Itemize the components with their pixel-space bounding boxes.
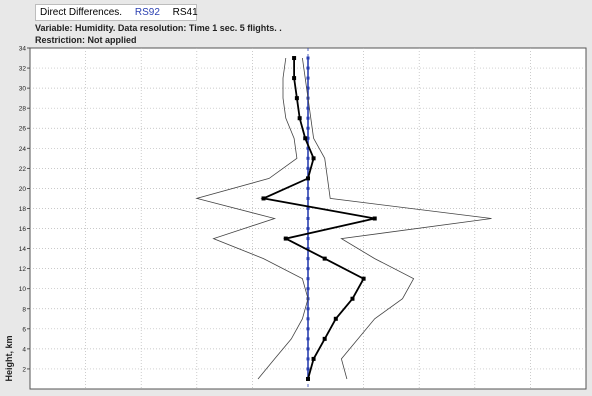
rs92-marker bbox=[306, 317, 310, 321]
rs41-marker bbox=[303, 136, 308, 141]
rs41-marker bbox=[294, 96, 299, 101]
rs92-marker bbox=[306, 277, 310, 281]
rs92-marker bbox=[306, 76, 310, 80]
rs92-marker bbox=[306, 327, 310, 331]
rs92-marker bbox=[306, 247, 310, 251]
rs92-marker bbox=[306, 217, 310, 220]
rs92-marker bbox=[306, 116, 310, 120]
rs41-marker bbox=[283, 236, 288, 241]
rs41-marker bbox=[306, 176, 310, 181]
rs92-marker bbox=[306, 307, 310, 311]
rs92-marker bbox=[306, 166, 310, 170]
y-tick-label: 26 bbox=[19, 126, 27, 133]
rs41-marker bbox=[292, 56, 297, 61]
rs92-marker bbox=[306, 146, 310, 150]
y-tick-label: 18 bbox=[19, 206, 27, 213]
rs92-marker bbox=[306, 347, 310, 351]
envelope-right-line bbox=[302, 57, 492, 380]
rs41-marker bbox=[297, 116, 302, 121]
rs41-marker bbox=[350, 296, 355, 301]
y-tick-label: 12 bbox=[19, 266, 27, 273]
rs92-marker bbox=[306, 66, 310, 70]
rs92-marker bbox=[306, 257, 310, 261]
rs41-marker bbox=[333, 316, 338, 321]
legend-series-b: RS41 bbox=[172, 7, 198, 18]
rs41-marker bbox=[322, 336, 327, 341]
rs92-marker bbox=[306, 126, 310, 130]
y-axis-label: Height, km bbox=[4, 335, 14, 381]
legend: Direct Differences. RS92 RS41 bbox=[35, 4, 198, 21]
rs41-marker bbox=[372, 216, 377, 221]
y-tick-label: 2 bbox=[22, 366, 26, 373]
y-tick-label: 28 bbox=[19, 106, 27, 113]
y-tick-label: 4 bbox=[22, 346, 26, 353]
rs92-marker bbox=[306, 206, 310, 210]
y-tick-label: 8 bbox=[22, 306, 26, 313]
y-tick-label: 24 bbox=[19, 146, 27, 153]
rs92-marker bbox=[306, 287, 310, 291]
rs41-marker bbox=[311, 356, 316, 361]
rs41-marker bbox=[261, 196, 266, 201]
rs41-marker bbox=[292, 76, 297, 81]
rs92-marker bbox=[306, 106, 310, 110]
rs41-marker bbox=[306, 376, 310, 381]
variable-info: Variable: Humidity. Data resolution: Tim… bbox=[35, 23, 282, 33]
y-tick-label: 34 bbox=[19, 46, 27, 53]
envelope-left-line bbox=[195, 57, 309, 380]
rs92-marker bbox=[306, 357, 310, 361]
y-tick-label: 20 bbox=[19, 186, 27, 193]
y-tick-label: 6 bbox=[22, 326, 26, 333]
rs92-marker bbox=[306, 86, 310, 90]
rs92-marker bbox=[306, 367, 310, 371]
y-tick-label: 16 bbox=[19, 226, 27, 233]
rs41-marker bbox=[361, 276, 366, 281]
rs92-marker bbox=[306, 337, 310, 341]
y-tick-label: 10 bbox=[19, 286, 27, 293]
legend-mode-label: Direct Differences. bbox=[40, 7, 123, 18]
rs41-marker bbox=[311, 156, 316, 161]
rs92-marker bbox=[306, 237, 310, 241]
y-tick-label: 14 bbox=[19, 246, 27, 253]
rs92-marker bbox=[306, 267, 310, 271]
rs92-marker bbox=[306, 56, 310, 60]
restriction-info: Restriction: Not applied bbox=[35, 35, 137, 45]
rs92-marker bbox=[306, 156, 310, 160]
rs41-marker bbox=[322, 256, 327, 261]
rs92-marker bbox=[306, 186, 310, 190]
rs92-marker bbox=[306, 227, 310, 231]
y-tick-label: 30 bbox=[19, 86, 27, 93]
legend-series-a: RS92 bbox=[134, 7, 160, 18]
y-tick-label: 22 bbox=[19, 166, 27, 173]
y-tick-label: 32 bbox=[19, 66, 27, 73]
rs92-marker bbox=[306, 196, 310, 200]
rs92-marker bbox=[306, 136, 310, 140]
